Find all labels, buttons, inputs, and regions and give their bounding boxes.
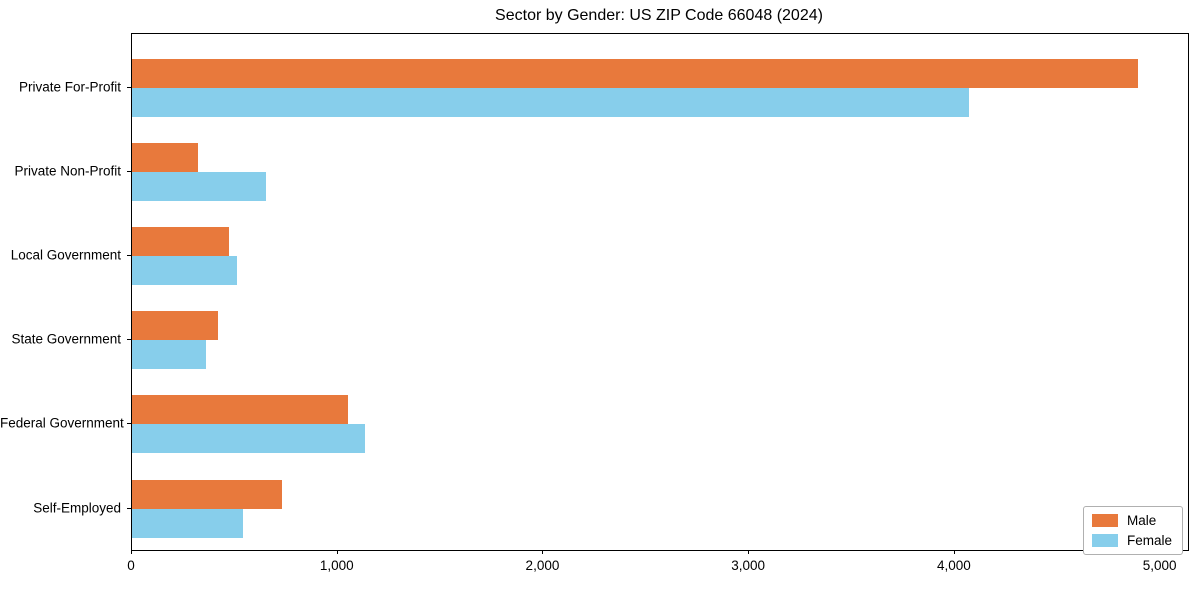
- y-tick-label-5: Federal Government: [0, 415, 124, 431]
- bar-male-2: [132, 143, 198, 173]
- x-tick-label-1: 0: [127, 558, 135, 573]
- bar-female-5: [132, 424, 365, 454]
- y-tick-mark: [127, 255, 131, 257]
- y-tick-label-1: Private For-Profit: [18, 79, 121, 95]
- x-tick-label-5: 4,000: [937, 558, 971, 573]
- x-tick-mark: [748, 550, 750, 554]
- bar-male-6: [132, 479, 283, 509]
- chart-title: Sector by Gender: US ZIP Code 66048 (202…: [495, 7, 823, 24]
- y-tick-label-3: Local Government: [10, 247, 121, 263]
- x-tick-label-3: 2,000: [525, 558, 560, 573]
- y-tick-label-6: Self-Employed: [33, 500, 121, 515]
- legend-label-female: Female: [1126, 533, 1172, 548]
- bar-male-1: [132, 59, 1138, 88]
- y-tick-mark: [127, 87, 131, 88]
- x-tick-label-2: 1,000: [319, 558, 354, 573]
- y-tick-mark: [127, 171, 131, 173]
- legend: Male Female: [1082, 506, 1183, 555]
- legend-swatch-female: [1091, 534, 1118, 547]
- x-tick-mark: [542, 550, 544, 554]
- bar-female-4: [132, 340, 207, 370]
- bar-female-6: [132, 508, 244, 538]
- plot-area: [131, 33, 1189, 551]
- bar-male-4: [132, 311, 219, 341]
- y-tick-mark: [127, 507, 131, 509]
- y-tick-mark: [127, 339, 131, 341]
- bar-male-5: [132, 395, 348, 425]
- x-tick-mark: [953, 550, 955, 554]
- bar-male-3: [132, 227, 229, 257]
- bar-female-2: [132, 172, 266, 202]
- legend-swatch-male: [1091, 514, 1118, 527]
- bar-female-1: [132, 88, 970, 117]
- x-tick-mark: [131, 550, 132, 554]
- y-tick-label-2: Private Non-Profit: [14, 163, 121, 179]
- x-tick-label-4: 3,000: [731, 558, 766, 573]
- y-tick-label-4: State Government: [11, 331, 121, 347]
- x-tick-label-6: 5,000: [1142, 558, 1177, 573]
- bar-female-3: [132, 256, 237, 286]
- legend-entry-female: Female: [1091, 533, 1172, 548]
- x-tick-mark: [336, 550, 338, 554]
- legend-label-male: Male: [1126, 513, 1157, 528]
- y-tick-mark: [127, 423, 131, 425]
- legend-entry-male: Male: [1091, 513, 1172, 528]
